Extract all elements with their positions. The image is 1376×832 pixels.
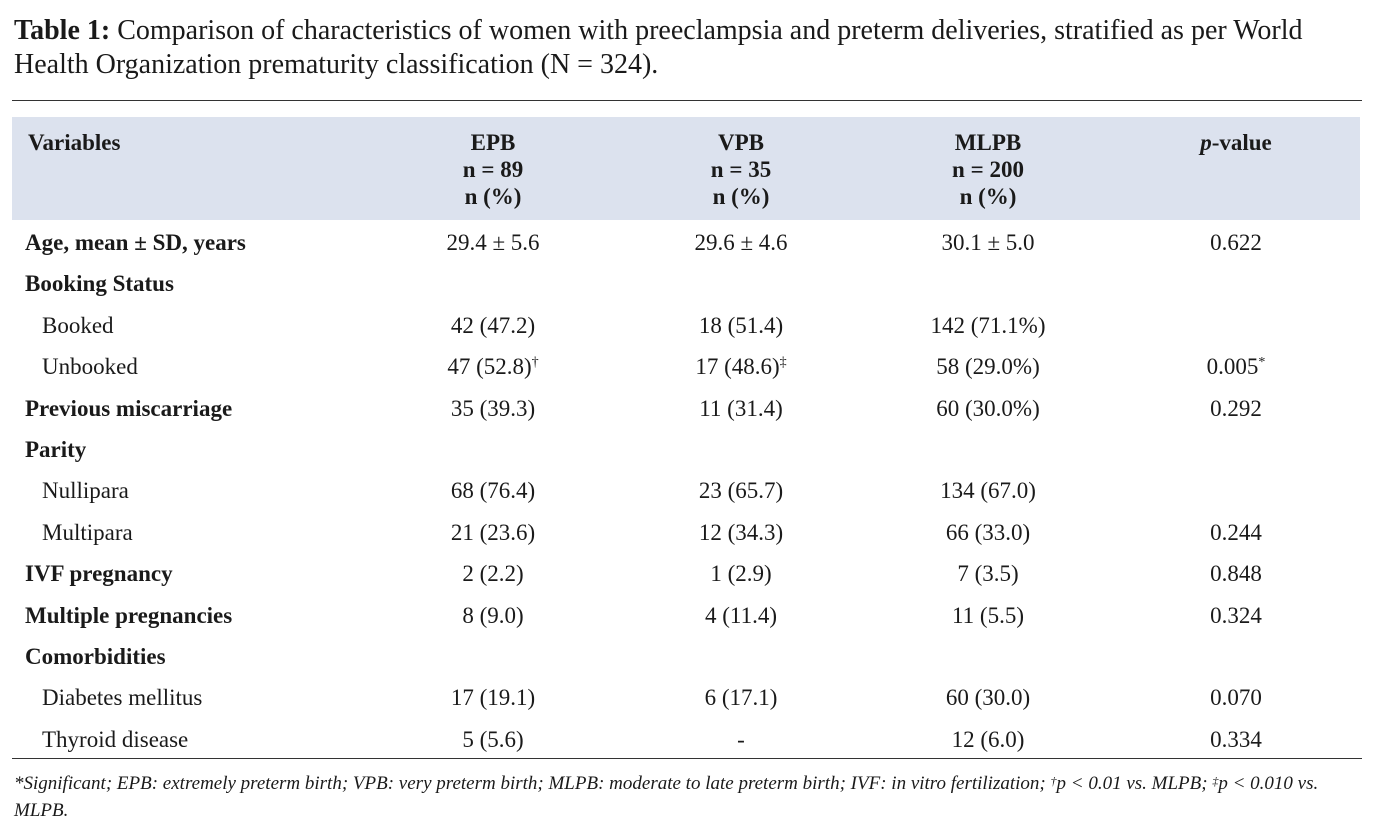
table-cell: 17 (48.6)‡ [695,353,786,380]
table-cell: 2 (2.2) [462,561,524,587]
table-cell: 0.622 [1210,230,1262,255]
footnote: *Significant; EPB: extremely preterm bir… [14,770,1359,824]
caption: Table 1: Comparison of characteristics o… [14,14,1364,82]
row-label: IVF pregnancy [25,561,173,587]
table-cell: 60 (30.0%) [936,395,1040,421]
table-cell: 35 (39.3) [450,395,536,421]
cell-mark: * [1258,355,1266,371]
row-label: Diabetes mellitus [42,685,203,711]
table-cell: 134 (67.0) [940,478,1036,504]
table-cell: 12 (34.3) [698,519,784,545]
column-header: VPB n = 35 n (%) [711,129,771,210]
cell-mark: ‡ [779,355,787,371]
table-cell: 142 (71.1%) [930,312,1046,338]
table-cell: 0.244 [1210,519,1262,545]
header-line: n (%) [959,184,1017,209]
rule [12,100,1362,101]
table-cell: 0.848 [1210,561,1262,587]
column-header: EPB n = 89 n (%) [463,129,523,210]
row-label: Multiple pregnancies [25,602,233,628]
column-header: Variables [28,129,120,156]
footnote-mark: ‡ [1212,774,1219,788]
footnote-mark: † [1050,774,1057,788]
table-cell: 0.324 [1210,602,1262,628]
caption-label: Table 1: [14,15,111,46]
table-cell: 12 (6.0) [951,726,1025,752]
cell-text: 47 (52.8) [447,354,532,380]
row-label: Booking Status [25,271,174,297]
caption-text: Comparison of characteristics of women w… [14,15,1303,80]
table-cell: 68 (76.4) [450,478,536,504]
table-cell: 0.070 [1210,685,1262,711]
table-cell: 11 (31.4) [699,395,783,421]
footnote-text: p < 0.010 vs. MLPB. [14,773,1319,821]
table-cell: 29.6 ± 4.6 [694,230,788,255]
header-text: -value [1211,130,1272,155]
header-line: VPB [718,130,764,155]
table-cell: 21 (23.6) [450,519,536,545]
column-header: MLPB n = 200 n (%) [952,129,1024,210]
table-cell: 11 (5.5) [952,602,1024,628]
table-cell: 8 (9.0) [462,602,524,628]
row-label: Booked [42,312,114,338]
footnote-text: *Significant; EPB: extremely preterm bir… [14,773,1051,794]
header-line: n (%) [464,184,522,209]
table-cell: 0.005* [1207,353,1266,380]
table-cell: 18 (51.4) [698,312,784,338]
header-band [12,117,1360,220]
row-label: Multipara [42,519,133,545]
row-label: Thyroid disease [42,726,189,752]
table-cell: 66 (33.0) [945,519,1031,545]
row-label: Comorbidities [25,644,166,669]
header-line: n (%) [712,184,770,209]
table-cell: 4 (11.4) [705,602,777,628]
header-line: n = 35 [710,157,772,182]
row-label: Unbooked [42,354,138,380]
row-label: Age, mean ± SD, years [25,230,246,255]
header-line: n = 89 [462,157,524,182]
table-cell: 42 (47.2) [450,312,536,338]
footnote-text: p < 0.01 vs. MLPB; [1056,773,1213,794]
cell-text: 17 (48.6) [695,354,780,380]
row-label: Nullipara [42,478,129,504]
table-cell: 60 (30.0) [945,685,1031,711]
row-label: Parity [25,437,87,462]
table-cell: 30.1 ± 5.0 [941,230,1035,255]
table-cell: 0.334 [1210,726,1262,752]
table-cell: - [737,726,745,752]
header-italic: p [1200,130,1212,155]
table-cell: 47 (52.8)† [447,353,538,380]
header-line: n = 200 [952,157,1024,182]
rule [12,758,1362,759]
table-cell: 1 (2.9) [710,561,772,587]
table-cell: 6 (17.1) [704,685,778,711]
header-line: MLPB [954,130,1022,155]
cell-text: 0.005 [1206,354,1259,380]
cell-mark: † [531,355,539,371]
table-cell: 29.4 ± 5.6 [446,230,540,255]
table-cell: 7 (3.5) [957,561,1019,587]
header-line: Variables [28,130,121,155]
column-header: p-value [1200,129,1272,156]
table-cell: 58 (29.0%) [936,354,1040,380]
table-cell: 23 (65.7) [698,478,784,504]
table-cell: 17 (19.1) [450,685,536,711]
table-cell: 5 (5.6) [462,726,524,752]
header-line: EPB [470,130,516,155]
table-cell: 0.292 [1210,395,1262,421]
row-label: Previous miscarriage [25,395,233,421]
